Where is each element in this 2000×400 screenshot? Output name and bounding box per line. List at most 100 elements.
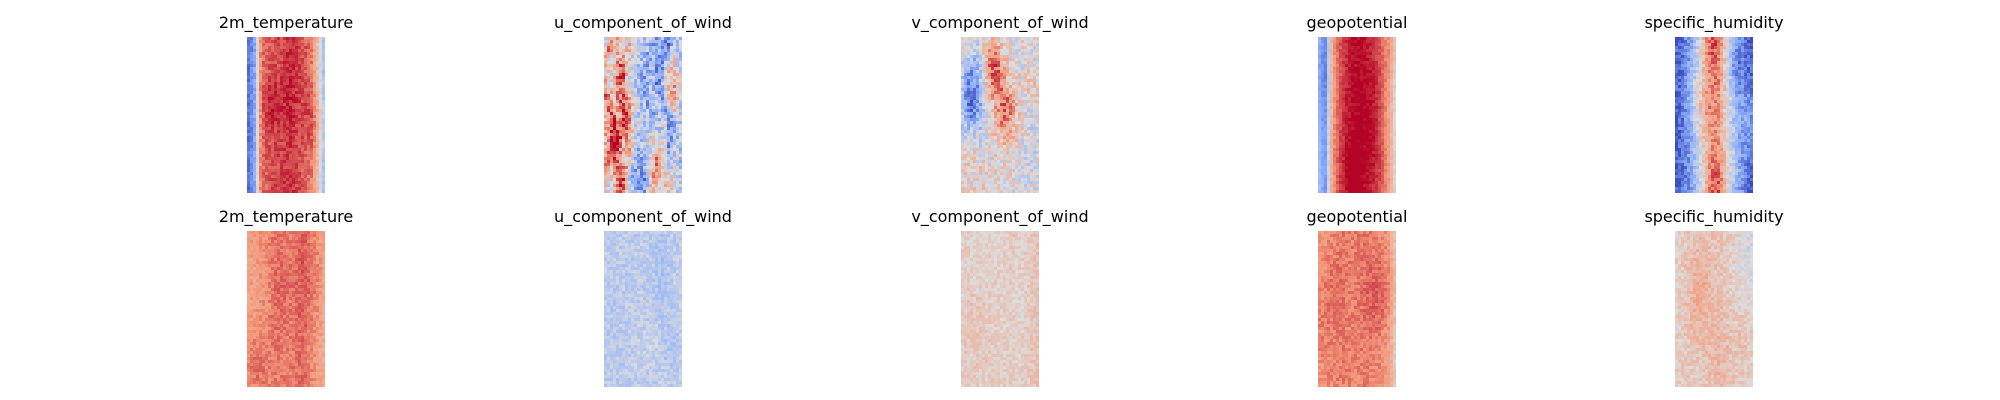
heatmap-cell — [631, 58, 635, 62]
heatmap-cell — [667, 184, 671, 188]
heatmap-cell — [1336, 121, 1340, 125]
heatmap-cell — [649, 94, 653, 98]
heatmap-cell — [1009, 148, 1013, 152]
heatmap-cell — [658, 139, 662, 143]
heatmap-cell — [604, 130, 608, 134]
heatmap-cell — [670, 181, 674, 185]
heatmap-cell — [1336, 85, 1340, 89]
heatmap-cell — [316, 184, 320, 188]
heatmap-cell — [1006, 142, 1010, 146]
heatmap-cell — [994, 79, 998, 83]
heatmap-cell — [967, 37, 971, 41]
heatmap-cell — [664, 127, 668, 131]
heatmap-cell — [265, 115, 269, 119]
heatmap-cell — [667, 163, 671, 167]
heatmap-cell — [670, 169, 674, 173]
heatmap-cell — [298, 79, 302, 83]
heatmap-cell — [646, 40, 650, 44]
heatmap-cell — [616, 115, 620, 119]
heatmap-cell — [1018, 154, 1022, 158]
heatmap-cell — [1333, 94, 1337, 98]
heatmap-cell — [964, 100, 968, 104]
heatmap-cell — [268, 154, 272, 158]
heatmap-cell — [313, 82, 317, 86]
heatmap-cell — [1387, 49, 1391, 53]
heatmap-cell — [991, 133, 995, 137]
heatmap-cell — [286, 181, 290, 185]
heatmap-cell — [1015, 178, 1019, 182]
heatmap-cell — [313, 55, 317, 59]
heatmap-cell — [976, 112, 980, 116]
heatmap-cell — [262, 55, 266, 59]
heatmap-cell — [265, 178, 269, 182]
heatmap-cell — [1378, 142, 1382, 146]
heatmap-cell — [307, 127, 311, 131]
heatmap-cell — [247, 55, 251, 59]
heatmap-cell — [1033, 109, 1037, 113]
heatmap-cell — [616, 76, 620, 80]
heatmap-cell — [676, 49, 680, 53]
heatmap-cell — [667, 73, 671, 77]
heatmap-cell — [316, 46, 320, 50]
heatmap-cell — [664, 82, 668, 86]
heatmap-cell — [1333, 40, 1337, 44]
heatmap-cell — [613, 67, 617, 71]
heatmap-cell — [265, 55, 269, 59]
heatmap-cell — [634, 160, 638, 164]
heatmap-cell — [664, 130, 668, 134]
heatmap-cell — [1339, 100, 1343, 104]
heatmap-cell — [661, 169, 665, 173]
heatmap-cell — [265, 151, 269, 155]
heatmap-cell — [1393, 49, 1396, 53]
heatmap-cell — [1030, 142, 1034, 146]
heatmap-cell — [1327, 97, 1331, 101]
heatmap-cell — [658, 58, 662, 62]
heatmap-cell — [667, 145, 671, 149]
heatmap-cell — [1003, 157, 1007, 161]
heatmap-cell — [973, 169, 977, 173]
heatmap-cell — [673, 175, 677, 179]
heatmap-cell — [973, 145, 977, 149]
heatmap-cell — [277, 187, 281, 191]
heatmap-cell — [286, 94, 290, 98]
heatmap-cell — [613, 49, 617, 53]
heatmap-cell — [967, 118, 971, 122]
heatmap-cell — [1036, 103, 1039, 107]
heatmap-cell — [631, 91, 635, 95]
heatmap-cell — [976, 163, 980, 167]
heatmap-cell — [295, 127, 299, 131]
heatmap-cell — [649, 61, 653, 65]
heatmap-cell — [991, 127, 995, 131]
heatmap-cell — [1009, 82, 1013, 86]
heatmap-cell — [991, 121, 995, 125]
heatmap-cell — [994, 61, 998, 65]
heatmap-cell — [316, 151, 320, 155]
heatmap-cell — [985, 163, 989, 167]
heatmap-cell — [1036, 118, 1039, 122]
heatmap-cell — [1030, 85, 1034, 89]
heatmap-cell — [1321, 79, 1325, 83]
heatmap-cell — [1351, 37, 1355, 41]
heatmap-cell — [1027, 103, 1031, 107]
heatmap-cell — [1360, 94, 1364, 98]
heatmap-cell — [613, 43, 617, 47]
heatmap-cell — [1009, 130, 1013, 134]
heatmap-cell — [280, 46, 284, 50]
heatmap-cell — [1354, 106, 1358, 110]
heatmap-cell — [1021, 103, 1025, 107]
heatmap-cell — [1354, 88, 1358, 92]
heatmap-cell — [277, 178, 281, 182]
heatmap-cell — [298, 187, 302, 191]
heatmap-cell — [1375, 142, 1379, 146]
heatmap-cell — [637, 103, 641, 107]
heatmap-cell — [991, 136, 995, 140]
heatmap-cell — [676, 73, 680, 77]
heatmap-cell — [670, 85, 674, 89]
heatmap-cell — [976, 109, 980, 113]
heatmap-cell — [664, 118, 668, 122]
heatmap-cell — [1003, 190, 1007, 193]
heatmap-cell — [1378, 130, 1382, 134]
heatmap-cell — [268, 46, 272, 50]
heatmap-cell — [673, 103, 677, 107]
heatmap-cell — [994, 64, 998, 68]
